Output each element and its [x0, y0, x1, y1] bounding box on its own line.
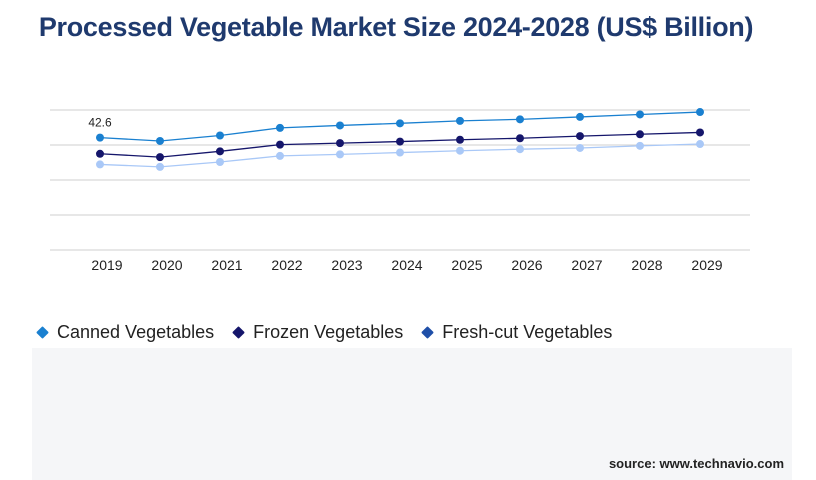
series-lines — [96, 108, 704, 171]
data-point — [516, 145, 524, 154]
x-tick-label: 2027 — [571, 257, 602, 273]
legend: Canned Vegetables Frozen Vegetables Fres… — [36, 322, 632, 343]
legend-marker-fresh-cut — [421, 326, 435, 339]
x-tick-label: 2026 — [511, 257, 542, 273]
data-point — [276, 151, 284, 160]
data-point — [96, 160, 104, 169]
data-point — [336, 121, 344, 130]
data-point — [696, 128, 704, 137]
x-tick-label: 2028 — [631, 257, 662, 273]
x-tick-label: 2019 — [91, 257, 122, 273]
x-tick-label: 2021 — [211, 257, 242, 273]
data-labels: 42.6 — [88, 116, 112, 130]
data-point — [636, 141, 644, 150]
legend-item-fresh-cut: Fresh-cut Vegetables — [421, 322, 613, 343]
data-point — [456, 116, 464, 125]
x-tick-label: 2022 — [271, 257, 302, 273]
data-label: 42.6 — [88, 116, 112, 130]
data-point — [156, 136, 164, 145]
x-tick-label: 2029 — [691, 257, 722, 273]
x-tick-label: 2023 — [331, 257, 362, 273]
x-axis-labels: 2019 2020 2021 2022 2023 2024 2025 2026 2027 2028… — [91, 257, 722, 273]
legend-marker-frozen — [232, 326, 246, 339]
data-point — [396, 137, 404, 146]
legend-panel — [32, 348, 792, 480]
gridlines — [50, 109, 750, 251]
data-point — [696, 140, 704, 149]
source-note: source: www.technavio.com — [608, 456, 784, 471]
legend-label-frozen: Frozen Vegetables — [253, 322, 404, 342]
legend-item-canned: Canned Vegetables — [36, 322, 215, 343]
data-point — [216, 157, 224, 166]
data-point — [276, 140, 284, 149]
x-tick-label: 2020 — [151, 257, 182, 273]
data-point — [216, 131, 224, 140]
data-point — [636, 110, 644, 119]
data-point — [456, 146, 464, 155]
chart-title: Processed Vegetable Market Size 2024-202… — [38, 12, 754, 42]
data-point — [696, 108, 704, 117]
data-point — [396, 119, 404, 128]
data-point — [336, 139, 344, 148]
data-point — [156, 153, 164, 162]
data-point — [516, 134, 524, 143]
data-point — [636, 130, 644, 139]
data-point — [576, 132, 584, 141]
legend-label-fresh-cut: Fresh-cut Vegetables — [442, 322, 613, 342]
data-point — [516, 115, 524, 124]
x-tick-label: 2025 — [451, 257, 482, 273]
data-point — [456, 135, 464, 144]
legend-label-canned: Canned Vegetables — [57, 322, 215, 342]
data-point — [216, 147, 224, 156]
data-point — [96, 133, 104, 142]
legend-item-frozen: Frozen Vegetables — [232, 322, 404, 343]
legend-marker-canned — [36, 326, 49, 339]
data-point — [336, 150, 344, 159]
data-point — [576, 143, 584, 152]
data-point — [276, 123, 284, 132]
data-point — [576, 112, 584, 121]
data-point — [156, 162, 164, 171]
x-tick-label: 2024 — [391, 257, 422, 273]
data-point — [396, 148, 404, 157]
line-chart: 42.6 2019 2020 2021 2022 2023 2024 2025 2026 202… — [50, 108, 750, 273]
data-point — [96, 149, 104, 158]
